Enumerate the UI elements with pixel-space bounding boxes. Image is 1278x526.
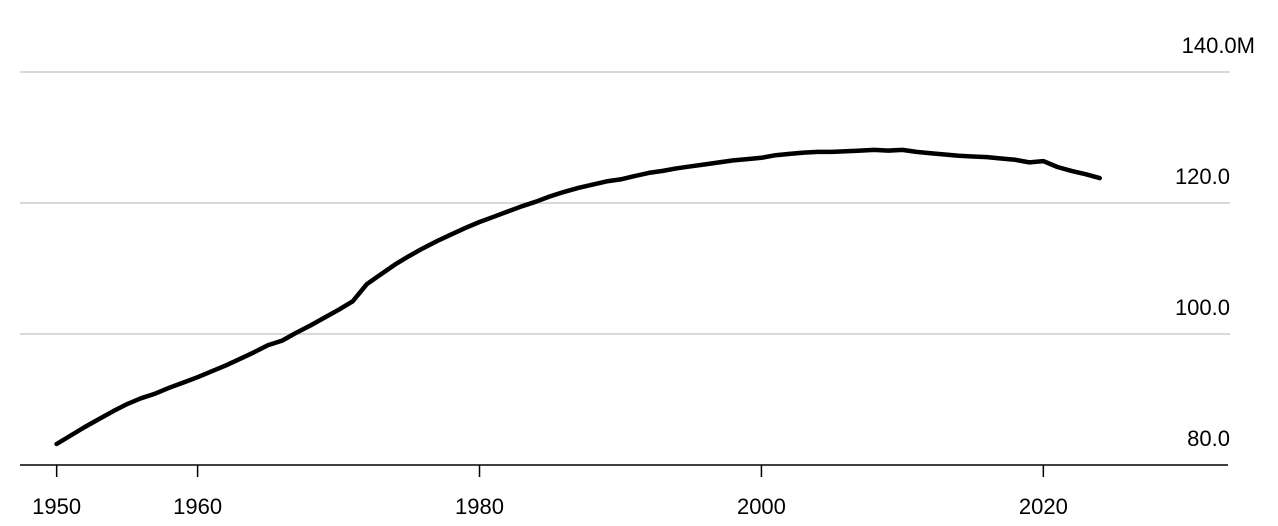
- y-tick-label: 80.0: [1187, 426, 1230, 451]
- line: [54, 147, 1102, 447]
- y-tick-label: 140.0M: [1182, 33, 1255, 58]
- x-tick-label: 2020: [1019, 494, 1068, 519]
- y-tick-label: 100.0: [1175, 295, 1230, 320]
- y-tick-label: 120.0: [1175, 164, 1230, 189]
- x-tick-label: 1960: [173, 494, 222, 519]
- x-tick-label: 1980: [455, 494, 504, 519]
- x-tick-label: 2000: [737, 494, 786, 519]
- x-tick-label: 1950: [32, 494, 81, 519]
